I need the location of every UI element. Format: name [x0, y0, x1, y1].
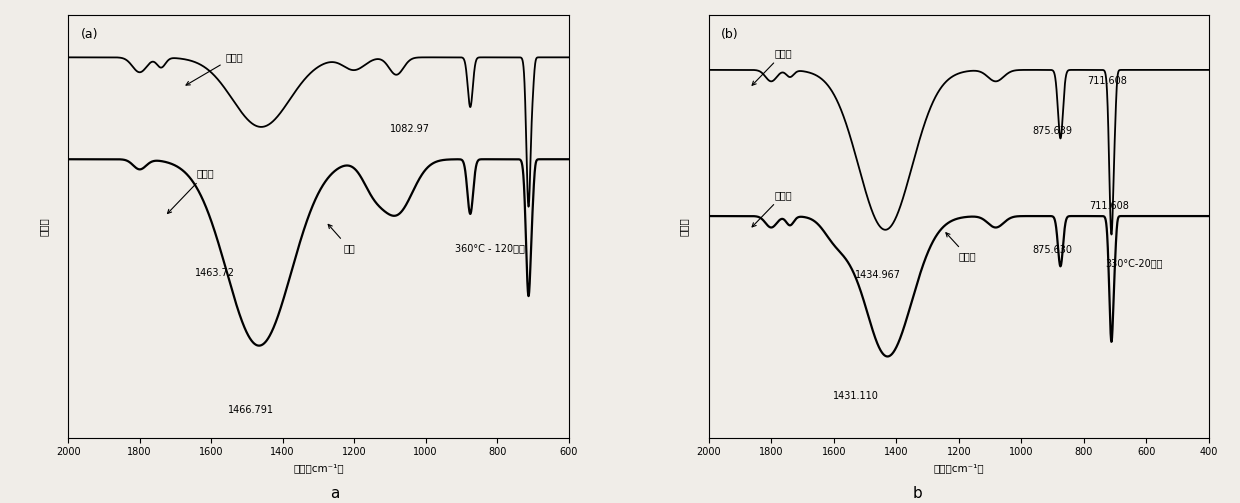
Text: (a): (a) [81, 28, 98, 41]
Text: (b): (b) [722, 28, 739, 41]
Y-axis label: 透射率: 透射率 [678, 217, 688, 236]
Text: 1463.72: 1463.72 [195, 268, 234, 278]
Text: a: a [330, 486, 340, 501]
Text: 360°C - 120分钟: 360°C - 120分钟 [455, 243, 525, 253]
Text: 711.608: 711.608 [1087, 75, 1127, 86]
Text: 875.639: 875.639 [1033, 126, 1073, 136]
Text: 1431.110: 1431.110 [833, 391, 879, 401]
Text: 1434.967: 1434.967 [854, 270, 900, 280]
Text: 1466.791: 1466.791 [227, 405, 274, 415]
Text: 贝元粉: 贝元粉 [186, 52, 243, 85]
Text: b: b [913, 486, 923, 501]
Text: 珍珠粉: 珍珠粉 [753, 48, 792, 86]
Text: 贝元粉: 贝元粉 [753, 190, 792, 227]
Text: 875.630: 875.630 [1033, 244, 1073, 255]
Text: 文石: 文石 [329, 224, 355, 253]
Text: 方解石: 方解石 [946, 233, 976, 262]
X-axis label: 波数（cm⁻¹）: 波数（cm⁻¹） [293, 463, 343, 473]
X-axis label: 波数（cm⁻¹）: 波数（cm⁻¹） [934, 463, 985, 473]
Text: 1082.97: 1082.97 [389, 124, 430, 134]
Y-axis label: 透射率: 透射率 [38, 217, 48, 236]
Text: 330°C-20分钟: 330°C-20分钟 [1105, 259, 1163, 268]
Text: 711.608: 711.608 [1089, 201, 1128, 211]
Text: 珍珠粉: 珍珠粉 [167, 169, 215, 213]
